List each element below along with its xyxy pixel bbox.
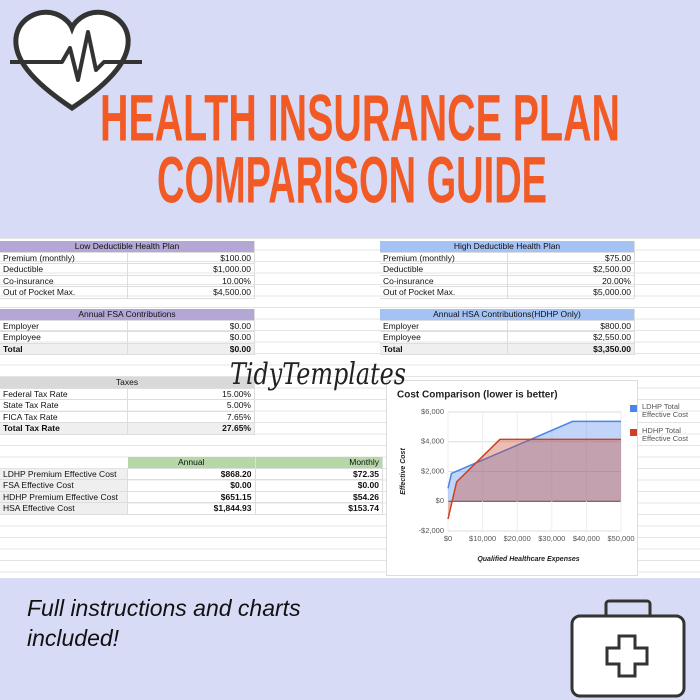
- row-label: Total: [380, 343, 508, 355]
- row-label: HSA Effective Cost: [0, 503, 128, 515]
- row-label: Total Tax Rate: [0, 423, 128, 435]
- x-tick-label: $30,000: [538, 534, 565, 543]
- first-aid-kit: [570, 614, 686, 698]
- title-line: HEALTH INSURANCE PLAN: [100, 80, 620, 154]
- row-value: 5.00%: [128, 400, 255, 412]
- footer-text: Full instructions and charts: [27, 595, 301, 621]
- row-value: 7.65%: [128, 411, 255, 423]
- footer-text: included!: [27, 625, 120, 651]
- row-label: State Tax Rate: [0, 400, 128, 412]
- row-value: $651.15: [128, 491, 256, 503]
- row-label: Out of Pocket Max.: [380, 287, 508, 299]
- legend-label: LDHP Total Effective Cost: [642, 402, 689, 419]
- chart-panel: Cost Comparison (lower is better) Effecti…: [386, 380, 638, 576]
- row-label: Premium (monthly): [380, 252, 508, 264]
- row-value: $0.00: [128, 343, 255, 355]
- row-label: Employee: [0, 332, 128, 344]
- kit-handle: [604, 599, 652, 621]
- row-value: $100.00: [128, 252, 255, 264]
- row-value: $72.35: [255, 468, 383, 480]
- row-value: $54.26: [255, 491, 383, 503]
- x-tick-label: $10,000: [469, 534, 496, 543]
- row-value: 27.65%: [128, 423, 255, 435]
- series-line: [447, 438, 621, 520]
- area-fill: [448, 439, 621, 520]
- row-value: $868.20: [128, 468, 256, 480]
- row-label: FICA Tax Rate: [0, 411, 128, 423]
- table-header: Annual HSA Contributions(HDHP Only): [380, 309, 635, 321]
- table-header: Low Deductible Health Plan: [0, 241, 255, 253]
- chart-title: Cost Comparison (lower is better): [397, 390, 558, 401]
- title-line: COMPARISON GUIDE: [157, 142, 547, 216]
- row-value: 10.00%: [128, 275, 255, 287]
- y-tick-label: -$2,000: [419, 526, 444, 535]
- row-value: $5,000.00: [508, 287, 635, 299]
- row-value: $0.00: [128, 320, 255, 332]
- row-label: LDHP Premium Effective Cost: [0, 468, 128, 480]
- row-value: $153.74: [255, 503, 383, 515]
- column-header: Annual: [128, 457, 256, 469]
- row-value: $1,000.00: [128, 264, 255, 276]
- x-tick-label: $40,000: [573, 534, 600, 543]
- row-value: $800.00: [508, 320, 635, 332]
- legend-label: HDHP Total Effective Cost: [642, 426, 689, 443]
- area-fill: [448, 421, 621, 502]
- y-tick-label: $2,000: [421, 466, 444, 475]
- row-value: $0.00: [128, 480, 256, 492]
- table-header: Taxes: [0, 377, 255, 389]
- legend-swatch: [630, 405, 637, 412]
- row-value: 15.00%: [128, 388, 255, 400]
- x-axis-title: Qualified Healthcare Expenses: [477, 556, 579, 563]
- row-value: $4,500.00: [128, 287, 255, 299]
- row-label: HDHP Premium Effective Cost: [0, 491, 128, 503]
- banner: HEALTH INSURANCE PLAN COMPARISON GUIDE: [10, 9, 620, 216]
- row-value: $2,550.00: [508, 332, 635, 344]
- y-tick-label: $0: [436, 496, 444, 505]
- y-axis-title: Effective Cost: [400, 448, 407, 495]
- x-tick-label: $50,000: [607, 534, 634, 543]
- row-label: Deductible: [0, 264, 128, 276]
- table-header: High Deductible Health Plan: [380, 241, 635, 253]
- row-value: $0.00: [255, 480, 383, 492]
- row-label: Premium (monthly): [0, 252, 128, 264]
- row-label: FSA Effective Cost: [0, 480, 128, 492]
- row-value: $1,844.93: [128, 503, 256, 515]
- row-label: Deductible: [380, 264, 508, 276]
- row-value: $0.00: [128, 332, 255, 344]
- ecg-line: [10, 30, 142, 82]
- row-label: Co-insurance: [0, 275, 128, 287]
- row-label: Out of Pocket Max.: [0, 287, 128, 299]
- column-header: Monthly: [255, 457, 383, 469]
- row-value: $2,500.00: [508, 264, 635, 276]
- chart: Cost Comparison (lower is better) Effecti…: [397, 390, 637, 563]
- row-value: 20.00%: [508, 275, 635, 287]
- y-tick-label: $6,000: [421, 407, 444, 416]
- row-label: Co-insurance: [380, 275, 508, 287]
- y-tick-label: $4,000: [421, 437, 444, 446]
- row-label: Employee: [380, 332, 508, 344]
- row-label: Employer: [380, 320, 508, 332]
- row-value: $75.00: [508, 252, 635, 264]
- table-header: Annual FSA Contributions: [0, 309, 255, 321]
- series-line: [447, 420, 621, 489]
- row-label: Employer: [0, 320, 128, 332]
- kit-cross: [605, 634, 649, 678]
- x-tick-label: $20,000: [504, 534, 531, 543]
- legend-swatch: [630, 429, 637, 436]
- row-value: $3,350.00: [508, 343, 635, 355]
- x-tick-label: $0: [444, 534, 452, 543]
- row-label: Total: [0, 343, 128, 355]
- row-label: Federal Tax Rate: [0, 388, 128, 400]
